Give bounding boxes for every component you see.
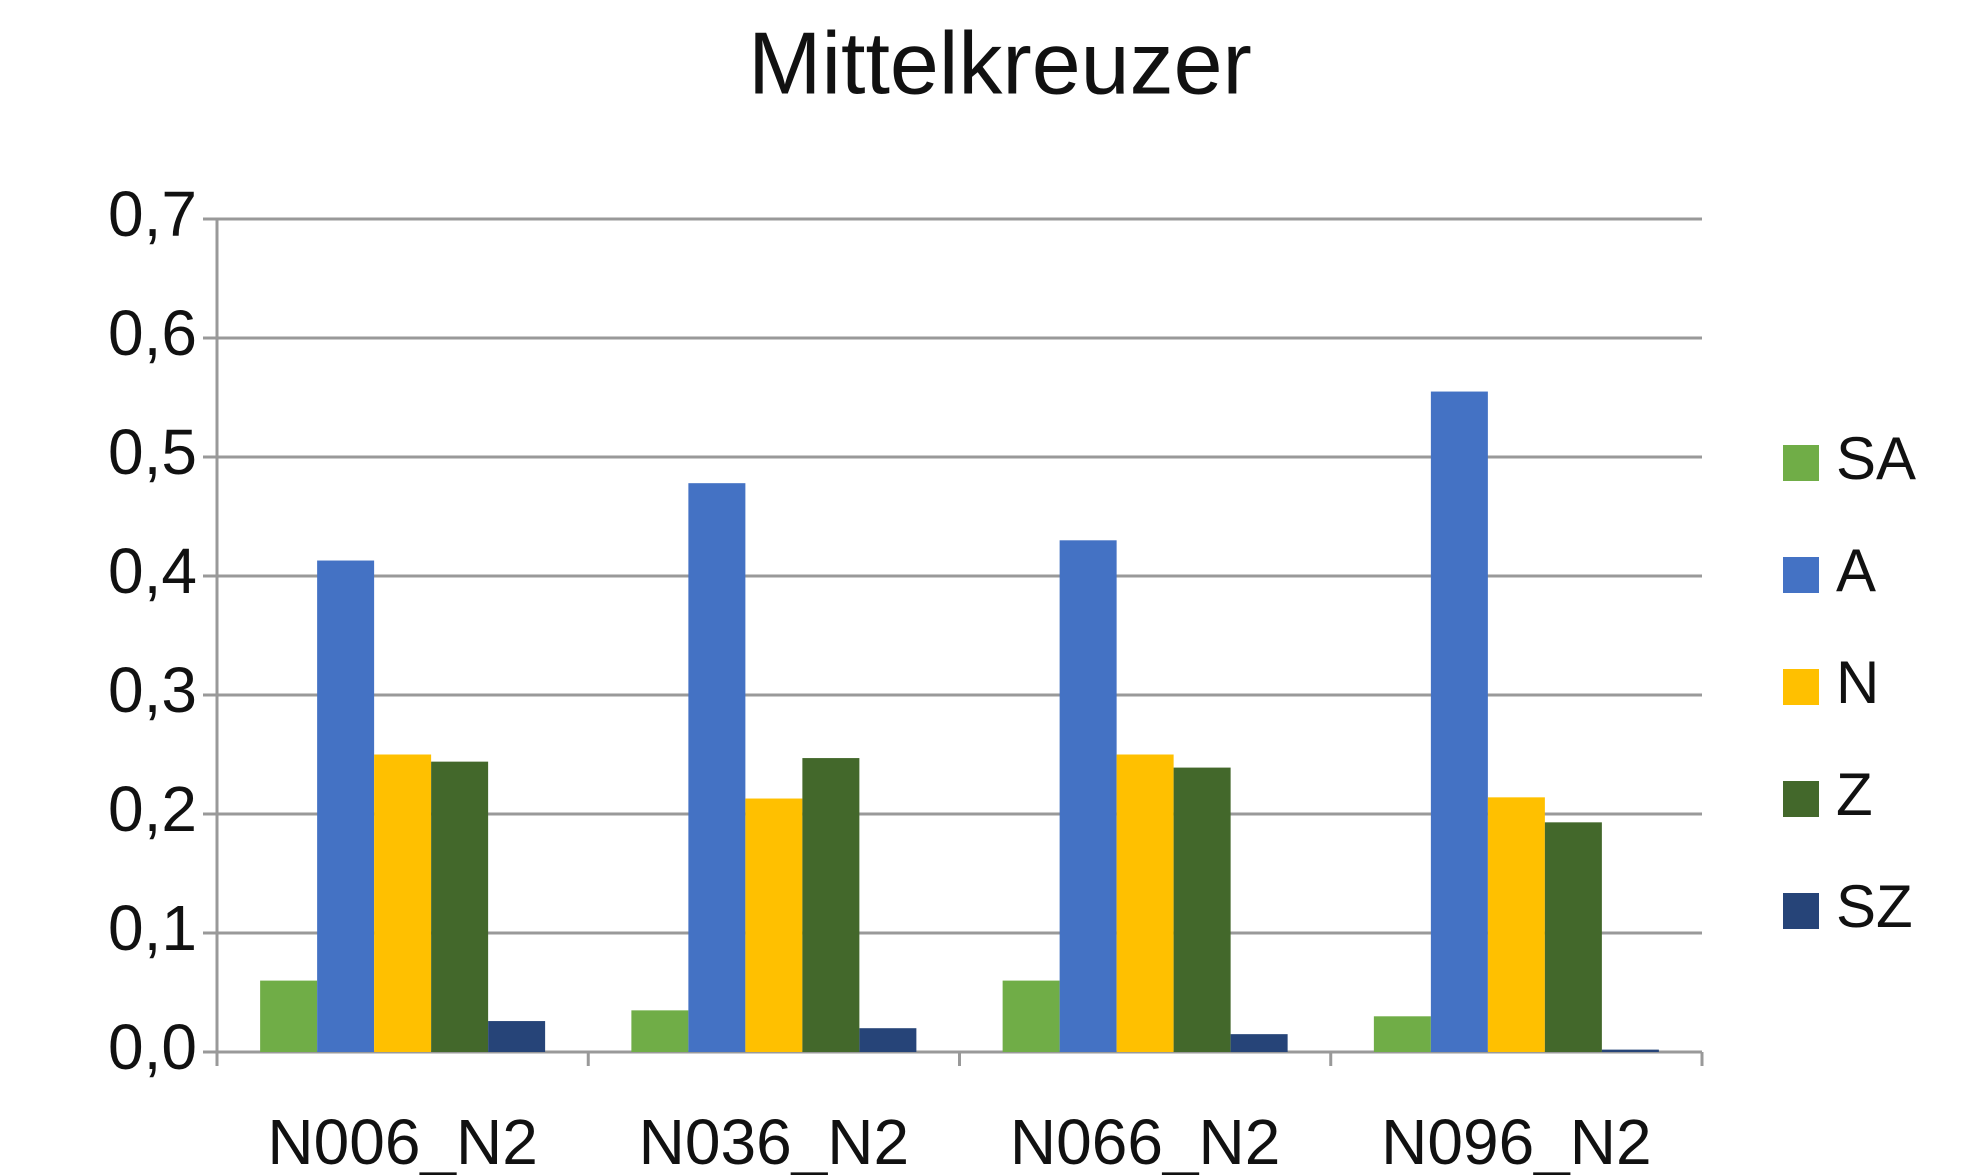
legend-swatch	[1783, 893, 1819, 929]
bar	[1002, 980, 1060, 1052]
bar	[1059, 540, 1117, 1052]
legend-label: SZ	[1836, 873, 1913, 940]
legend-label: SA	[1836, 425, 1916, 492]
legend-swatch	[1783, 781, 1819, 817]
y-tick-label: 0,3	[108, 654, 197, 726]
bar	[1116, 754, 1174, 1052]
bar	[745, 798, 803, 1052]
y-tick-label: 0,5	[108, 416, 197, 488]
chart-title: Mittelkreuzer	[748, 13, 1252, 112]
bar	[431, 761, 489, 1052]
bar	[631, 1010, 689, 1052]
legend-label: N	[1836, 649, 1879, 716]
bar	[859, 1028, 917, 1052]
legend-label: A	[1836, 537, 1876, 604]
legend-swatch	[1783, 557, 1819, 593]
x-tick-label: N036_N2	[639, 1106, 909, 1175]
legend-swatch	[1783, 445, 1819, 481]
bar	[1430, 391, 1488, 1052]
bar	[1544, 822, 1602, 1052]
x-tick-label: N066_N2	[1010, 1106, 1280, 1175]
bar	[317, 560, 375, 1052]
legend-label: Z	[1836, 761, 1873, 828]
bar	[688, 483, 746, 1052]
bar	[260, 980, 318, 1052]
bar	[1601, 1049, 1659, 1052]
x-tick-label: N006_N2	[267, 1106, 537, 1175]
x-tick-label: N096_N2	[1381, 1106, 1651, 1175]
bar	[802, 758, 860, 1052]
y-tick-label: 0,2	[108, 773, 197, 845]
y-tick-label: 0,6	[108, 297, 197, 369]
bar	[1173, 767, 1231, 1052]
legend-swatch	[1783, 669, 1819, 705]
bar	[1487, 797, 1545, 1052]
bar	[1230, 1034, 1288, 1052]
y-tick-label: 0,1	[108, 892, 197, 964]
y-tick-label: 0,7	[108, 178, 197, 250]
bar	[374, 754, 432, 1052]
y-tick-label: 0,4	[108, 535, 197, 607]
bar	[1373, 1016, 1431, 1052]
y-tick-label: 0,0	[108, 1011, 197, 1083]
bar	[488, 1021, 546, 1052]
